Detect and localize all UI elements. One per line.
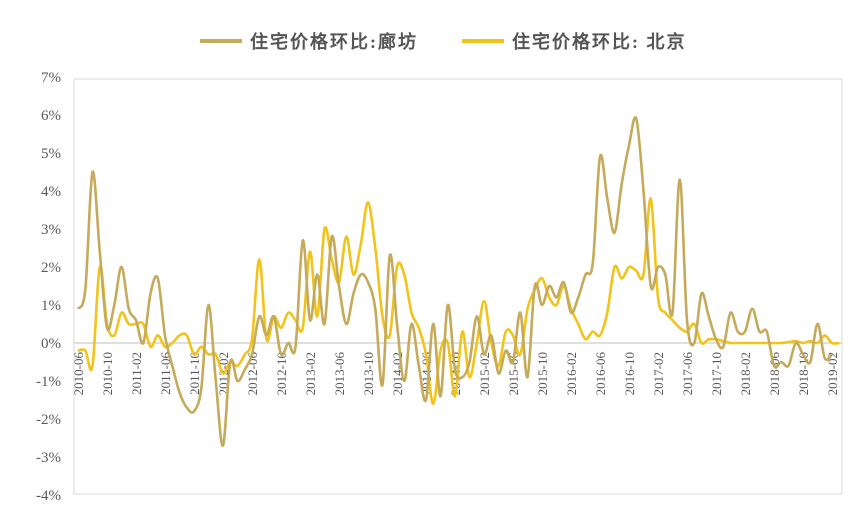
- x-tick-label: 2012-10: [274, 352, 289, 395]
- legend-label-beijing: 住宅价格环比: 北京: [512, 32, 687, 52]
- y-tick-label: 2%: [41, 260, 61, 276]
- x-tick-label: 2013-06: [332, 352, 347, 396]
- x-tick-label: 2011-10: [187, 352, 202, 395]
- x-tick-label: 2016-10: [622, 352, 637, 395]
- x-tick-label: 2018-02: [738, 352, 753, 395]
- y-tick-label: -2%: [36, 412, 61, 428]
- x-tick-label: 2015-02: [477, 352, 492, 395]
- x-tick-label: 2018-10: [796, 352, 811, 395]
- legend-swatch-beijing: [462, 39, 504, 43]
- x-tick-label: 2016-06: [593, 352, 608, 396]
- y-axis: 7% 6% 5% 4% 3% 2% 1% 0% -1% -2% -3% -4%: [36, 70, 61, 504]
- legend-label-langfang: 住宅价格环比:廊坊: [250, 32, 418, 52]
- legend-item-langfang: 住宅价格环比:廊坊: [200, 26, 418, 56]
- y-tick-label: 3%: [41, 222, 61, 238]
- legend: 住宅价格环比:廊坊 住宅价格环比: 北京: [0, 26, 865, 56]
- x-tick-label: 2010-06: [71, 352, 86, 396]
- y-tick-label: 5%: [41, 146, 61, 162]
- y-tick-label: 4%: [41, 184, 61, 200]
- y-tick-label: -4%: [36, 488, 61, 504]
- x-tick-label: 2018-06: [767, 352, 782, 396]
- y-tick-label: 0%: [41, 336, 61, 352]
- x-tick-label: 2012-06: [245, 352, 260, 396]
- x-tick-label: 2017-10: [709, 352, 724, 395]
- x-tick-label: 2017-06: [680, 352, 695, 396]
- x-tick-label: 2011-06: [158, 352, 173, 395]
- series-layer: [76, 116, 840, 447]
- x-tick-label: 2013-02: [303, 352, 318, 395]
- series-line-langfang: [76, 116, 833, 447]
- legend-swatch-langfang: [200, 39, 242, 43]
- plot-border: [73, 78, 843, 495]
- y-tick-label: 6%: [41, 108, 61, 124]
- y-tick-label: 7%: [41, 70, 61, 86]
- x-tick-label: 2013-10: [361, 352, 376, 395]
- x-tick-label: 2019-02: [825, 352, 840, 395]
- x-tick-label: 2010-10: [100, 352, 115, 395]
- legend-item-beijing: 住宅价格环比: 北京: [462, 26, 687, 56]
- x-tick-label: 2016-02: [564, 352, 579, 395]
- x-tick-label: 2011-02: [129, 352, 144, 395]
- y-tick-label: -1%: [36, 374, 61, 390]
- x-tick-label: 2015-10: [535, 352, 550, 395]
- x-tick-label: 2017-02: [651, 352, 666, 395]
- y-tick-label: -3%: [36, 450, 61, 466]
- y-tick-label: 1%: [41, 298, 61, 314]
